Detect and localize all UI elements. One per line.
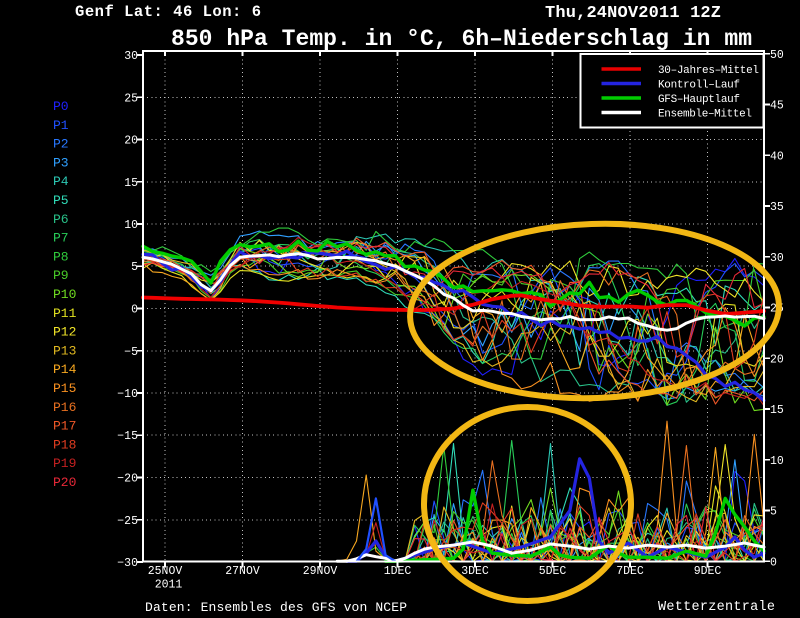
svg-text:29NOV: 29NOV [303,565,338,578]
svg-text:P20: P20 [53,475,76,490]
svg-text:−5: −5 [124,346,138,359]
svg-text:Wetterzentrale: Wetterzentrale [658,600,775,615]
svg-text:P7: P7 [53,231,69,246]
svg-text:P5: P5 [53,193,69,208]
svg-text:20: 20 [770,353,784,366]
svg-text:3DEC: 3DEC [461,565,489,578]
svg-text:GFS–Hauptlauf: GFS–Hauptlauf [658,94,740,106]
svg-text:7DEC: 7DEC [616,565,644,578]
svg-text:Ensemble–Mittel: Ensemble–Mittel [658,108,752,120]
svg-text:30–Jahres–Mittel: 30–Jahres–Mittel [658,65,759,77]
svg-text:P10: P10 [53,287,76,302]
svg-text:35: 35 [770,201,784,214]
svg-text:850 hPa Temp. in °C, 6h–Nieder: 850 hPa Temp. in °C, 6h–Niederschlag in … [171,26,752,52]
svg-text:45: 45 [770,100,784,113]
svg-text:Daten: Ensembles des GFS von N: Daten: Ensembles des GFS von NCEP [145,600,407,615]
svg-text:P11: P11 [53,306,77,321]
svg-text:P12: P12 [53,325,76,340]
svg-text:50: 50 [770,49,784,62]
svg-text:Kontroll–Lauf: Kontroll–Lauf [658,79,740,91]
svg-text:−10: −10 [117,388,138,401]
svg-text:25NOV: 25NOV [148,565,183,578]
svg-text:P2: P2 [53,137,69,152]
svg-text:30: 30 [770,252,784,265]
svg-text:30: 30 [124,50,138,63]
svg-text:P18: P18 [53,437,76,452]
svg-text:−15: −15 [117,430,138,443]
svg-text:P1: P1 [53,118,69,133]
svg-text:20: 20 [124,135,138,148]
svg-text:P16: P16 [53,400,76,415]
svg-text:25: 25 [124,92,138,105]
svg-text:P3: P3 [53,155,69,170]
svg-text:−30: −30 [117,557,138,570]
svg-text:15: 15 [124,177,138,190]
svg-text:5DEC: 5DEC [539,565,567,578]
svg-text:0: 0 [770,556,777,569]
svg-text:−20: −20 [117,473,138,486]
svg-text:P13: P13 [53,343,76,358]
svg-text:5: 5 [131,261,138,274]
svg-text:10: 10 [770,455,784,468]
svg-text:P0: P0 [53,99,69,114]
svg-text:P9: P9 [53,268,69,283]
svg-text:P17: P17 [53,419,76,434]
svg-text:P6: P6 [53,212,69,227]
svg-text:40: 40 [770,150,784,163]
svg-text:27NOV: 27NOV [225,565,260,578]
svg-text:−25: −25 [117,515,138,528]
svg-text:P8: P8 [53,249,69,264]
svg-text:P14: P14 [53,362,77,377]
svg-text:P4: P4 [53,174,69,189]
svg-text:0: 0 [131,304,138,317]
svg-text:15: 15 [770,404,784,417]
svg-text:Genf Lat: 46 Lon: 6: Genf Lat: 46 Lon: 6 [75,3,261,21]
svg-text:2011: 2011 [155,579,183,592]
svg-text:10: 10 [124,219,138,232]
svg-text:1DEC: 1DEC [384,565,412,578]
svg-text:Thu,24NOV2011 12Z: Thu,24NOV2011 12Z [545,4,721,23]
svg-text:5: 5 [770,506,777,519]
svg-text:P19: P19 [53,456,76,471]
svg-text:9DEC: 9DEC [694,565,722,578]
svg-text:P15: P15 [53,381,76,396]
